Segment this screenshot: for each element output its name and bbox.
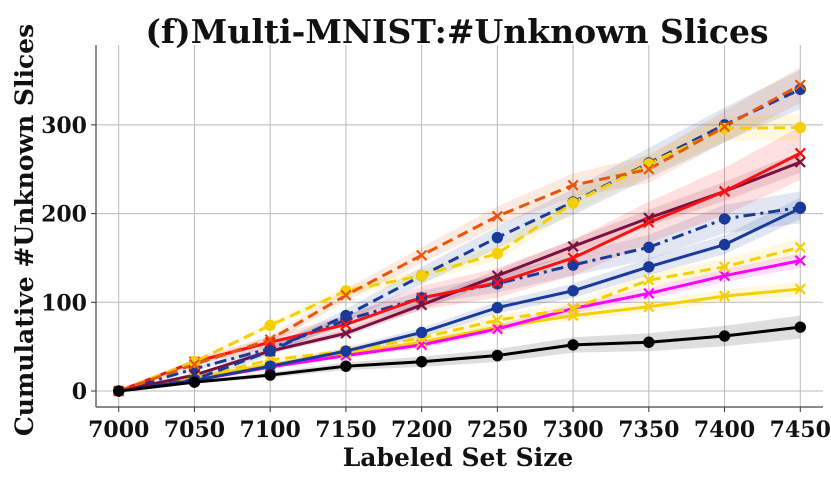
data-point: [491, 277, 503, 289]
data-point: [794, 255, 806, 267]
data-point: [567, 197, 579, 209]
data-point: [718, 238, 731, 251]
y-tick-labels: 0 100 200 300: [41, 113, 87, 405]
data-point: [264, 319, 276, 332]
grid: [96, 45, 823, 407]
series-band: [118, 67, 801, 392]
data-point: [643, 216, 655, 229]
data-point: [264, 333, 276, 346]
series-line: [118, 206, 801, 393]
data-point: [264, 336, 276, 348]
data-point: [340, 327, 352, 339]
series-markers: [113, 79, 806, 397]
data-point: [643, 287, 655, 300]
data-point: [491, 231, 504, 244]
data-point: [718, 213, 731, 225]
data-point: [264, 345, 276, 357]
x-tick-label: 7450: [770, 417, 831, 443]
data-point: [643, 261, 655, 273]
data-point: [643, 336, 655, 348]
data-point: [718, 261, 731, 273]
y-tick-label: 0: [72, 379, 87, 405]
data-point: [416, 336, 428, 348]
data-point: [567, 339, 579, 351]
data-point: [567, 302, 579, 315]
y-tick-label: 300: [41, 113, 87, 139]
data-point: [340, 318, 352, 331]
series-line: [118, 287, 801, 393]
data-point: [794, 241, 806, 253]
series-band: [118, 114, 801, 392]
x-tick-label: 7100: [240, 417, 301, 443]
data-point: [491, 314, 503, 326]
data-point: [416, 292, 428, 304]
data-point: [794, 79, 806, 91]
axes: [91, 45, 823, 412]
data-point: [264, 369, 276, 381]
data-point: [567, 240, 579, 252]
data-point: [340, 360, 352, 372]
series-line: [118, 126, 801, 393]
data-point: [643, 274, 655, 286]
data-point: [718, 185, 731, 197]
data-point: [794, 321, 806, 333]
x-tick-labels: 7000 7050 7100 7150 7200 7250 7300 7350 7400 7450: [88, 417, 831, 443]
x-tick-label: 7050: [164, 417, 225, 443]
data-point: [567, 259, 579, 271]
data-point: [794, 121, 806, 134]
series-line: [118, 325, 801, 393]
data-point: [415, 269, 428, 282]
y-tick-label: 100: [41, 290, 87, 316]
data-point: [491, 323, 503, 335]
data-point: [794, 156, 806, 168]
data-point: [718, 270, 731, 282]
data-point: [643, 212, 655, 224]
data-point: [491, 247, 504, 260]
data-point: [643, 158, 655, 170]
data-point: [643, 301, 655, 313]
data-point: [340, 345, 352, 357]
data-point: [415, 326, 428, 339]
series-line: [118, 83, 802, 393]
data-point: [567, 252, 579, 264]
series-lines: [118, 83, 802, 393]
data-point: [643, 163, 655, 175]
series-line: [118, 245, 801, 393]
y-tick-label: 200: [41, 202, 87, 228]
data-point: [491, 349, 504, 362]
data-point: [113, 385, 125, 397]
x-tick-label: 7400: [694, 417, 755, 443]
series-line: [118, 88, 801, 393]
data-point: [415, 356, 428, 368]
chart-title: (f)Multi-MNIST:#Unknown Slices: [145, 12, 768, 51]
data-point: [188, 376, 201, 388]
data-point: [340, 289, 352, 301]
data-point: [491, 210, 503, 222]
x-tick-label: 7250: [467, 417, 528, 443]
x-axis-label: Labeled Set Size: [343, 443, 574, 472]
data-point: [567, 179, 579, 191]
data-point: [188, 356, 201, 368]
x-tick-label: 7000: [88, 417, 149, 443]
data-point: [794, 283, 806, 295]
x-tick-label: 7150: [315, 417, 376, 443]
data-point: [567, 285, 579, 297]
y-axis-label: Cumulative #Unknown Slices: [10, 24, 39, 436]
data-point: [416, 249, 428, 261]
data-point: [340, 309, 352, 322]
data-point: [718, 121, 731, 133]
data-point: [794, 147, 806, 159]
data-point: [718, 122, 731, 135]
data-point: [188, 358, 201, 370]
x-tick-label: 7200: [391, 417, 452, 443]
data-point: [718, 330, 731, 342]
data-point: [491, 301, 504, 314]
x-tick-label: 7300: [542, 417, 603, 443]
data-point: [718, 290, 731, 302]
data-point: [794, 201, 806, 214]
data-point: [643, 241, 655, 253]
x-tick-label: 7350: [618, 417, 679, 443]
